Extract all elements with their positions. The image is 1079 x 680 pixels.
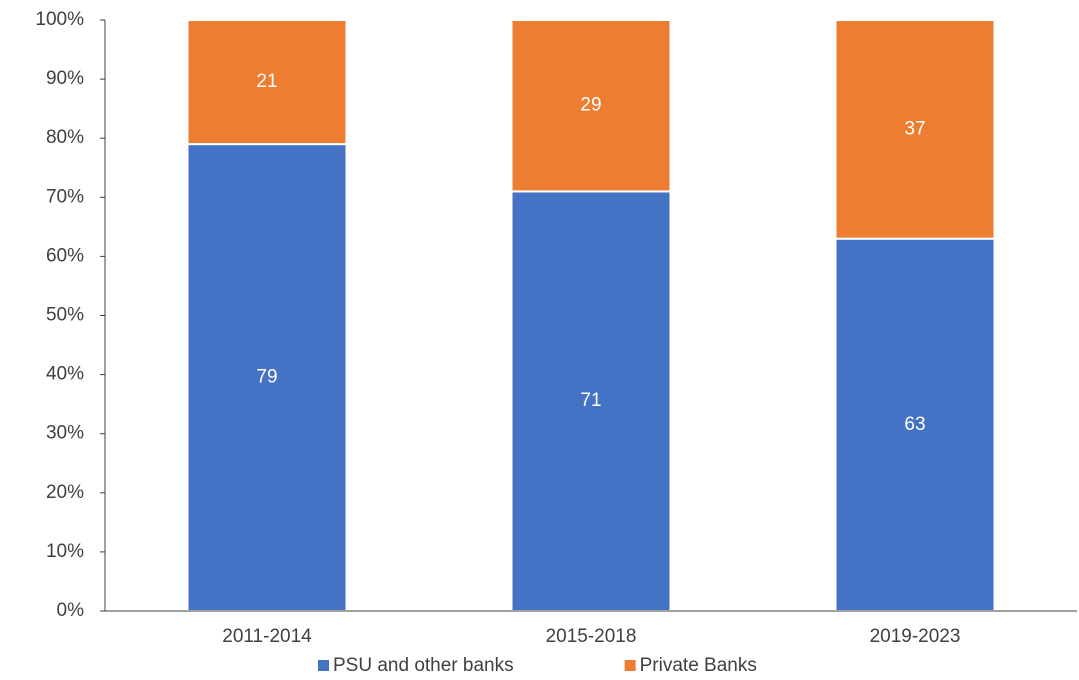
data-label: 37 [904, 118, 925, 139]
legend-swatch [318, 660, 329, 671]
y-tick-label: 70% [46, 186, 84, 207]
y-tick-label: 100% [35, 9, 84, 30]
data-label: 63 [904, 414, 925, 435]
bar-segment [186, 19, 348, 146]
bar-segment [186, 143, 348, 613]
legend-swatch [624, 660, 636, 671]
y-tick-label: 10% [46, 541, 84, 562]
x-tick-label: 2011-2014 [222, 626, 312, 647]
y-tick-label: 0% [57, 600, 85, 621]
data-label: 29 [580, 95, 601, 116]
bar-segment [834, 19, 996, 240]
y-tick-label: 80% [46, 127, 84, 148]
bar-segment [510, 190, 672, 612]
bar-segment [834, 237, 996, 612]
data-label: 71 [580, 390, 601, 411]
y-tick-label: 60% [46, 245, 84, 266]
legend-label: PSU and other banks [333, 655, 514, 676]
x-tick-label: 2019-2023 [870, 626, 961, 647]
y-tick-label: 30% [46, 423, 84, 444]
y-tick-label: 40% [46, 364, 84, 385]
legend-label: Private Banks [640, 655, 757, 676]
y-tick-label: 90% [46, 68, 84, 89]
bar-segment [510, 19, 672, 193]
x-tick-label: 2015-2018 [546, 626, 637, 647]
y-tick-label: 20% [46, 482, 84, 503]
y-tick-label: 50% [46, 305, 84, 326]
data-label: 21 [256, 71, 277, 92]
data-label: 79 [256, 367, 277, 388]
